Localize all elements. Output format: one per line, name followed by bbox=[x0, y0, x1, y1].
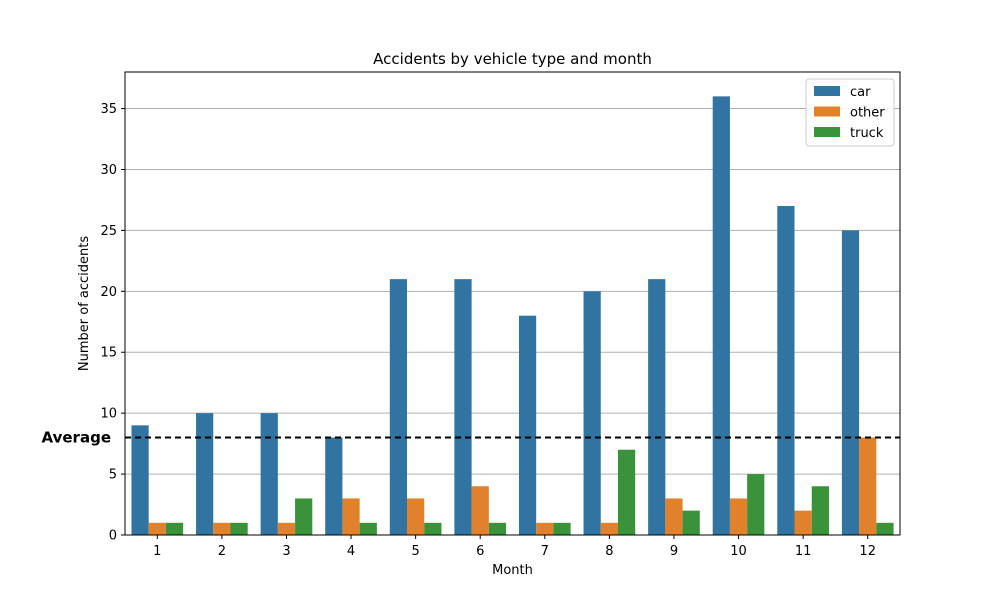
bar-car-month-12 bbox=[841, 230, 860, 536]
x-tick-label: 8 bbox=[605, 544, 613, 559]
legend-swatch-truck bbox=[814, 127, 840, 137]
y-tick-label: 30 bbox=[100, 163, 117, 178]
x-tick-label: 2 bbox=[218, 544, 226, 559]
bar-car-month-2 bbox=[196, 413, 214, 535]
bars bbox=[131, 96, 894, 536]
bar-other-month-5 bbox=[407, 498, 425, 535]
legend-swatch-other bbox=[814, 106, 840, 117]
y-tick-label: 20 bbox=[100, 285, 117, 300]
y-tick-label: 10 bbox=[100, 407, 117, 422]
grid-lines bbox=[125, 108, 900, 536]
x-tick-label: 3 bbox=[282, 544, 290, 559]
bar-car-month-8 bbox=[583, 291, 601, 535]
x-tick-label: 9 bbox=[670, 544, 678, 559]
bar-truck-month-9 bbox=[682, 510, 700, 535]
y-tick-label: 5 bbox=[109, 468, 117, 483]
bar-other-month-1 bbox=[148, 522, 166, 535]
bar-truck-month-2 bbox=[230, 522, 248, 535]
x-tick-label: 1 bbox=[153, 544, 161, 559]
bar-truck-month-1 bbox=[165, 522, 184, 535]
bar-car-month-6 bbox=[454, 279, 472, 535]
average-label: Average bbox=[42, 429, 111, 447]
bar-other-month-10 bbox=[729, 498, 748, 535]
y-tick-label: 25 bbox=[100, 224, 117, 239]
x-tick-label: 7 bbox=[541, 544, 549, 559]
x-tick-label: 10 bbox=[730, 544, 747, 559]
x-tick-label: 5 bbox=[411, 544, 419, 559]
bar-car-month-7 bbox=[518, 315, 537, 535]
bar-truck-month-3 bbox=[295, 498, 313, 535]
x-axis-label: Month bbox=[492, 563, 533, 578]
bar-other-month-12 bbox=[859, 437, 877, 535]
x-tick-label: 11 bbox=[795, 544, 812, 559]
bar-truck-month-11 bbox=[811, 486, 829, 535]
bar-other-month-7 bbox=[536, 522, 554, 535]
bar-car-month-4 bbox=[325, 437, 343, 535]
bar-car-month-3 bbox=[260, 413, 278, 535]
bar-car-month-10 bbox=[712, 96, 730, 536]
bar-car-month-5 bbox=[389, 279, 408, 535]
bar-car-month-1 bbox=[131, 425, 149, 535]
bar-other-month-6 bbox=[471, 486, 489, 535]
x-tick-label: 4 bbox=[347, 544, 355, 559]
legend-label-other: other bbox=[850, 106, 885, 121]
bar-truck-month-12 bbox=[876, 522, 894, 535]
y-axis-label: Number of accidents bbox=[77, 236, 92, 371]
bar-truck-month-7 bbox=[553, 522, 571, 535]
bar-truck-month-8 bbox=[617, 449, 636, 535]
legend-label-truck: truck bbox=[850, 126, 884, 141]
y-tick-label: 35 bbox=[100, 102, 117, 117]
x-tick-label: 6 bbox=[476, 544, 484, 559]
chart-title: Accidents by vehicle type and month bbox=[373, 50, 652, 68]
bar-car-month-11 bbox=[777, 206, 795, 536]
legend: car other truck bbox=[805, 78, 895, 147]
y-tick-label: 0 bbox=[109, 529, 117, 544]
x-tick-label: 12 bbox=[859, 544, 876, 559]
plot-frame bbox=[124, 71, 901, 536]
bar-truck-month-6 bbox=[488, 522, 507, 535]
legend-swatch-car bbox=[814, 86, 840, 96]
bar-other-month-9 bbox=[665, 498, 683, 535]
legend-label-car: car bbox=[850, 85, 871, 100]
bar-truck-month-10 bbox=[747, 474, 765, 535]
bar-other-month-3 bbox=[277, 522, 296, 535]
bar-other-month-4 bbox=[342, 498, 360, 535]
bar-truck-month-4 bbox=[359, 522, 377, 535]
bar-other-month-8 bbox=[600, 522, 618, 535]
average-reference: Average bbox=[42, 429, 900, 447]
y-tick-label: 15 bbox=[100, 346, 117, 361]
bar-other-month-11 bbox=[794, 510, 812, 535]
bar-other-month-2 bbox=[213, 522, 231, 535]
bar-truck-month-5 bbox=[424, 522, 442, 535]
bar-car-month-9 bbox=[648, 279, 666, 535]
